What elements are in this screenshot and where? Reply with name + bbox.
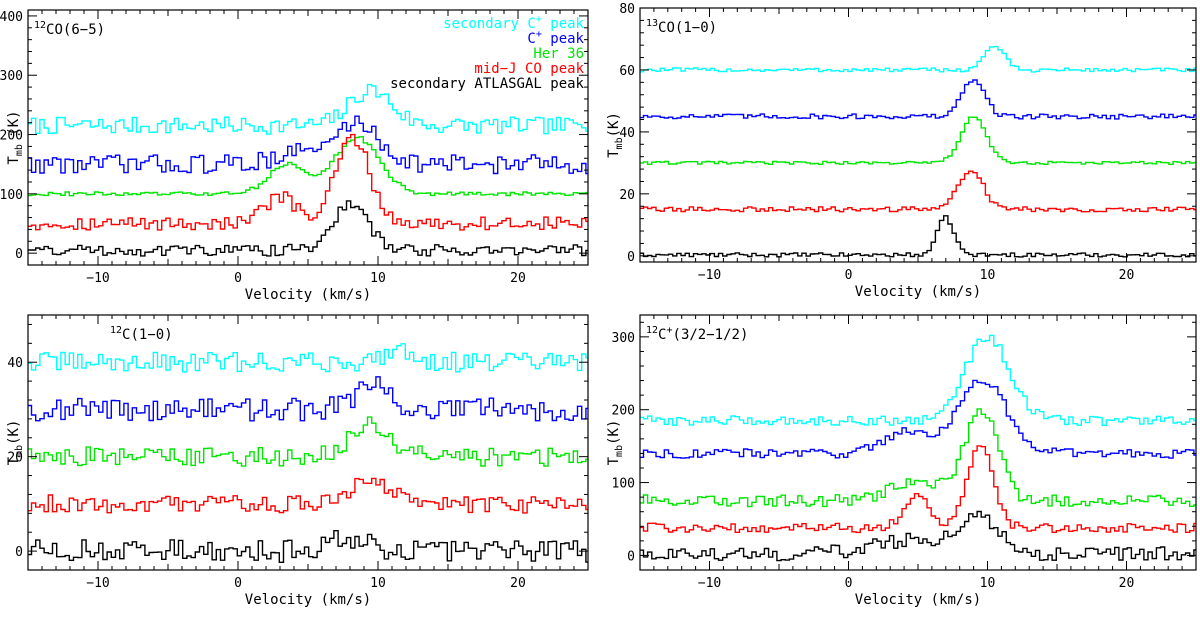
- x-tick-label: 20: [510, 576, 526, 591]
- x-tick-label: −10: [86, 271, 109, 286]
- panel-title: 12C+(3/2−1/2): [646, 325, 748, 343]
- ticks: [27, 315, 589, 571]
- x-tick-label: 20: [510, 271, 526, 286]
- legend-entry: secondary ATLASGAL peak: [390, 76, 584, 92]
- legend-entry: C+ peak: [527, 29, 584, 47]
- plot-frame: [639, 314, 1197, 571]
- x-axis-label: Velocity (km/s): [245, 592, 371, 608]
- y-axis-label: Tmb(K): [606, 420, 625, 466]
- y-tick-label: 20: [619, 188, 635, 203]
- series-line-mid-j-co-peak: [640, 445, 1196, 534]
- series-line-c-peak: [28, 115, 588, 175]
- ticks: [27, 10, 589, 266]
- series-line-her-36: [640, 408, 1196, 508]
- series-line-secondary-atlasgal-peak: [28, 200, 588, 257]
- x-tick-label: 10: [370, 271, 386, 286]
- ticks: [639, 315, 1197, 571]
- series-line-c-peak: [640, 379, 1196, 459]
- y-tick-label: 20: [7, 451, 23, 466]
- y-tick-label: 400: [0, 10, 23, 25]
- plot-frame: [639, 7, 1197, 263]
- ticks: [639, 7, 1197, 262]
- x-axis-label: Velocity (km/s): [855, 284, 981, 300]
- y-tick-label: 40: [7, 356, 23, 371]
- x-axis-label: Velocity (km/s): [855, 592, 981, 608]
- y-axis-label: Tmb (K): [6, 110, 25, 164]
- x-tick-label: 0: [845, 268, 853, 283]
- series-line-c-peak: [640, 79, 1196, 120]
- x-tick-label: 20: [1119, 576, 1135, 591]
- x-tick-label: 0: [234, 576, 242, 591]
- y-tick-label: 0: [627, 549, 635, 564]
- series-line-her-36: [640, 116, 1196, 165]
- series-line-secondary-c-peak: [640, 334, 1196, 426]
- panel-2: −10 0 10 20 0 20 40 60 80 Velocity (km/s) Tmb(K) 13…: [606, 2, 1197, 300]
- x-tick-label: 10: [980, 576, 996, 591]
- legend-entry: secondary C+ peak: [443, 14, 584, 32]
- x-tick-label: −10: [698, 268, 721, 283]
- panel-title: 12CO(6−5): [34, 20, 105, 38]
- y-tick-label: 100: [612, 477, 635, 492]
- y-axis-label: Tmb(K): [6, 420, 25, 466]
- y-tick-label: 200: [612, 404, 635, 419]
- series-line-her-36: [28, 416, 588, 467]
- x-tick-label: 0: [845, 576, 853, 591]
- x-tick-label: 0: [234, 271, 242, 286]
- series-line-c-peak: [28, 376, 588, 422]
- series-group: [28, 83, 588, 257]
- series-line-mid-j-co-peak: [28, 133, 588, 231]
- series-line-secondary-c-peak: [28, 343, 588, 373]
- x-tick-label: 10: [980, 268, 996, 283]
- y-tick-label: 80: [619, 2, 635, 17]
- series-line-secondary-atlasgal-peak: [28, 530, 588, 563]
- series-line-mid-j-co-peak: [640, 170, 1196, 213]
- x-tick-label: −10: [86, 576, 109, 591]
- y-tick-label: 0: [15, 545, 23, 560]
- y-tick-label: 200: [0, 129, 23, 144]
- series-group: [640, 45, 1196, 258]
- series-line-her-36: [28, 136, 588, 197]
- plot-frame: [27, 9, 589, 266]
- series-line-secondary-atlasgal-peak: [640, 510, 1196, 562]
- panel-3: −10 0 10 20 0 20 40 Velocity (km/s) Tmb(K) 12C(1−…: [6, 314, 589, 608]
- series-line-secondary-c-peak: [640, 45, 1196, 73]
- legend-entry: mid−J CO peak: [474, 61, 584, 77]
- y-tick-label: 40: [619, 126, 635, 141]
- x-tick-label: −10: [698, 576, 721, 591]
- y-tick-label: 0: [627, 250, 635, 265]
- y-tick-label: 300: [612, 331, 635, 346]
- x-tick-label: 10: [370, 576, 386, 591]
- legend-entry: Her 36: [533, 46, 584, 62]
- y-tick-label: 300: [0, 69, 23, 84]
- panel-title: 13CO(1−0): [646, 18, 717, 36]
- y-tick-label: 0: [15, 247, 23, 262]
- series-line-secondary-atlasgal-peak: [640, 215, 1196, 258]
- y-axis-label: Tmb(K): [606, 112, 625, 158]
- y-tick-label: 100: [0, 188, 23, 203]
- x-tick-label: 20: [1119, 268, 1135, 283]
- x-axis-label: Velocity (km/s): [245, 287, 371, 303]
- series-line-mid-j-co-peak: [28, 477, 588, 514]
- series-group: [640, 334, 1196, 562]
- series-group: [28, 343, 588, 563]
- y-tick-label: 60: [619, 64, 635, 79]
- series-line-secondary-c-peak: [28, 83, 588, 135]
- panel-title: 12C(1−0): [110, 325, 173, 343]
